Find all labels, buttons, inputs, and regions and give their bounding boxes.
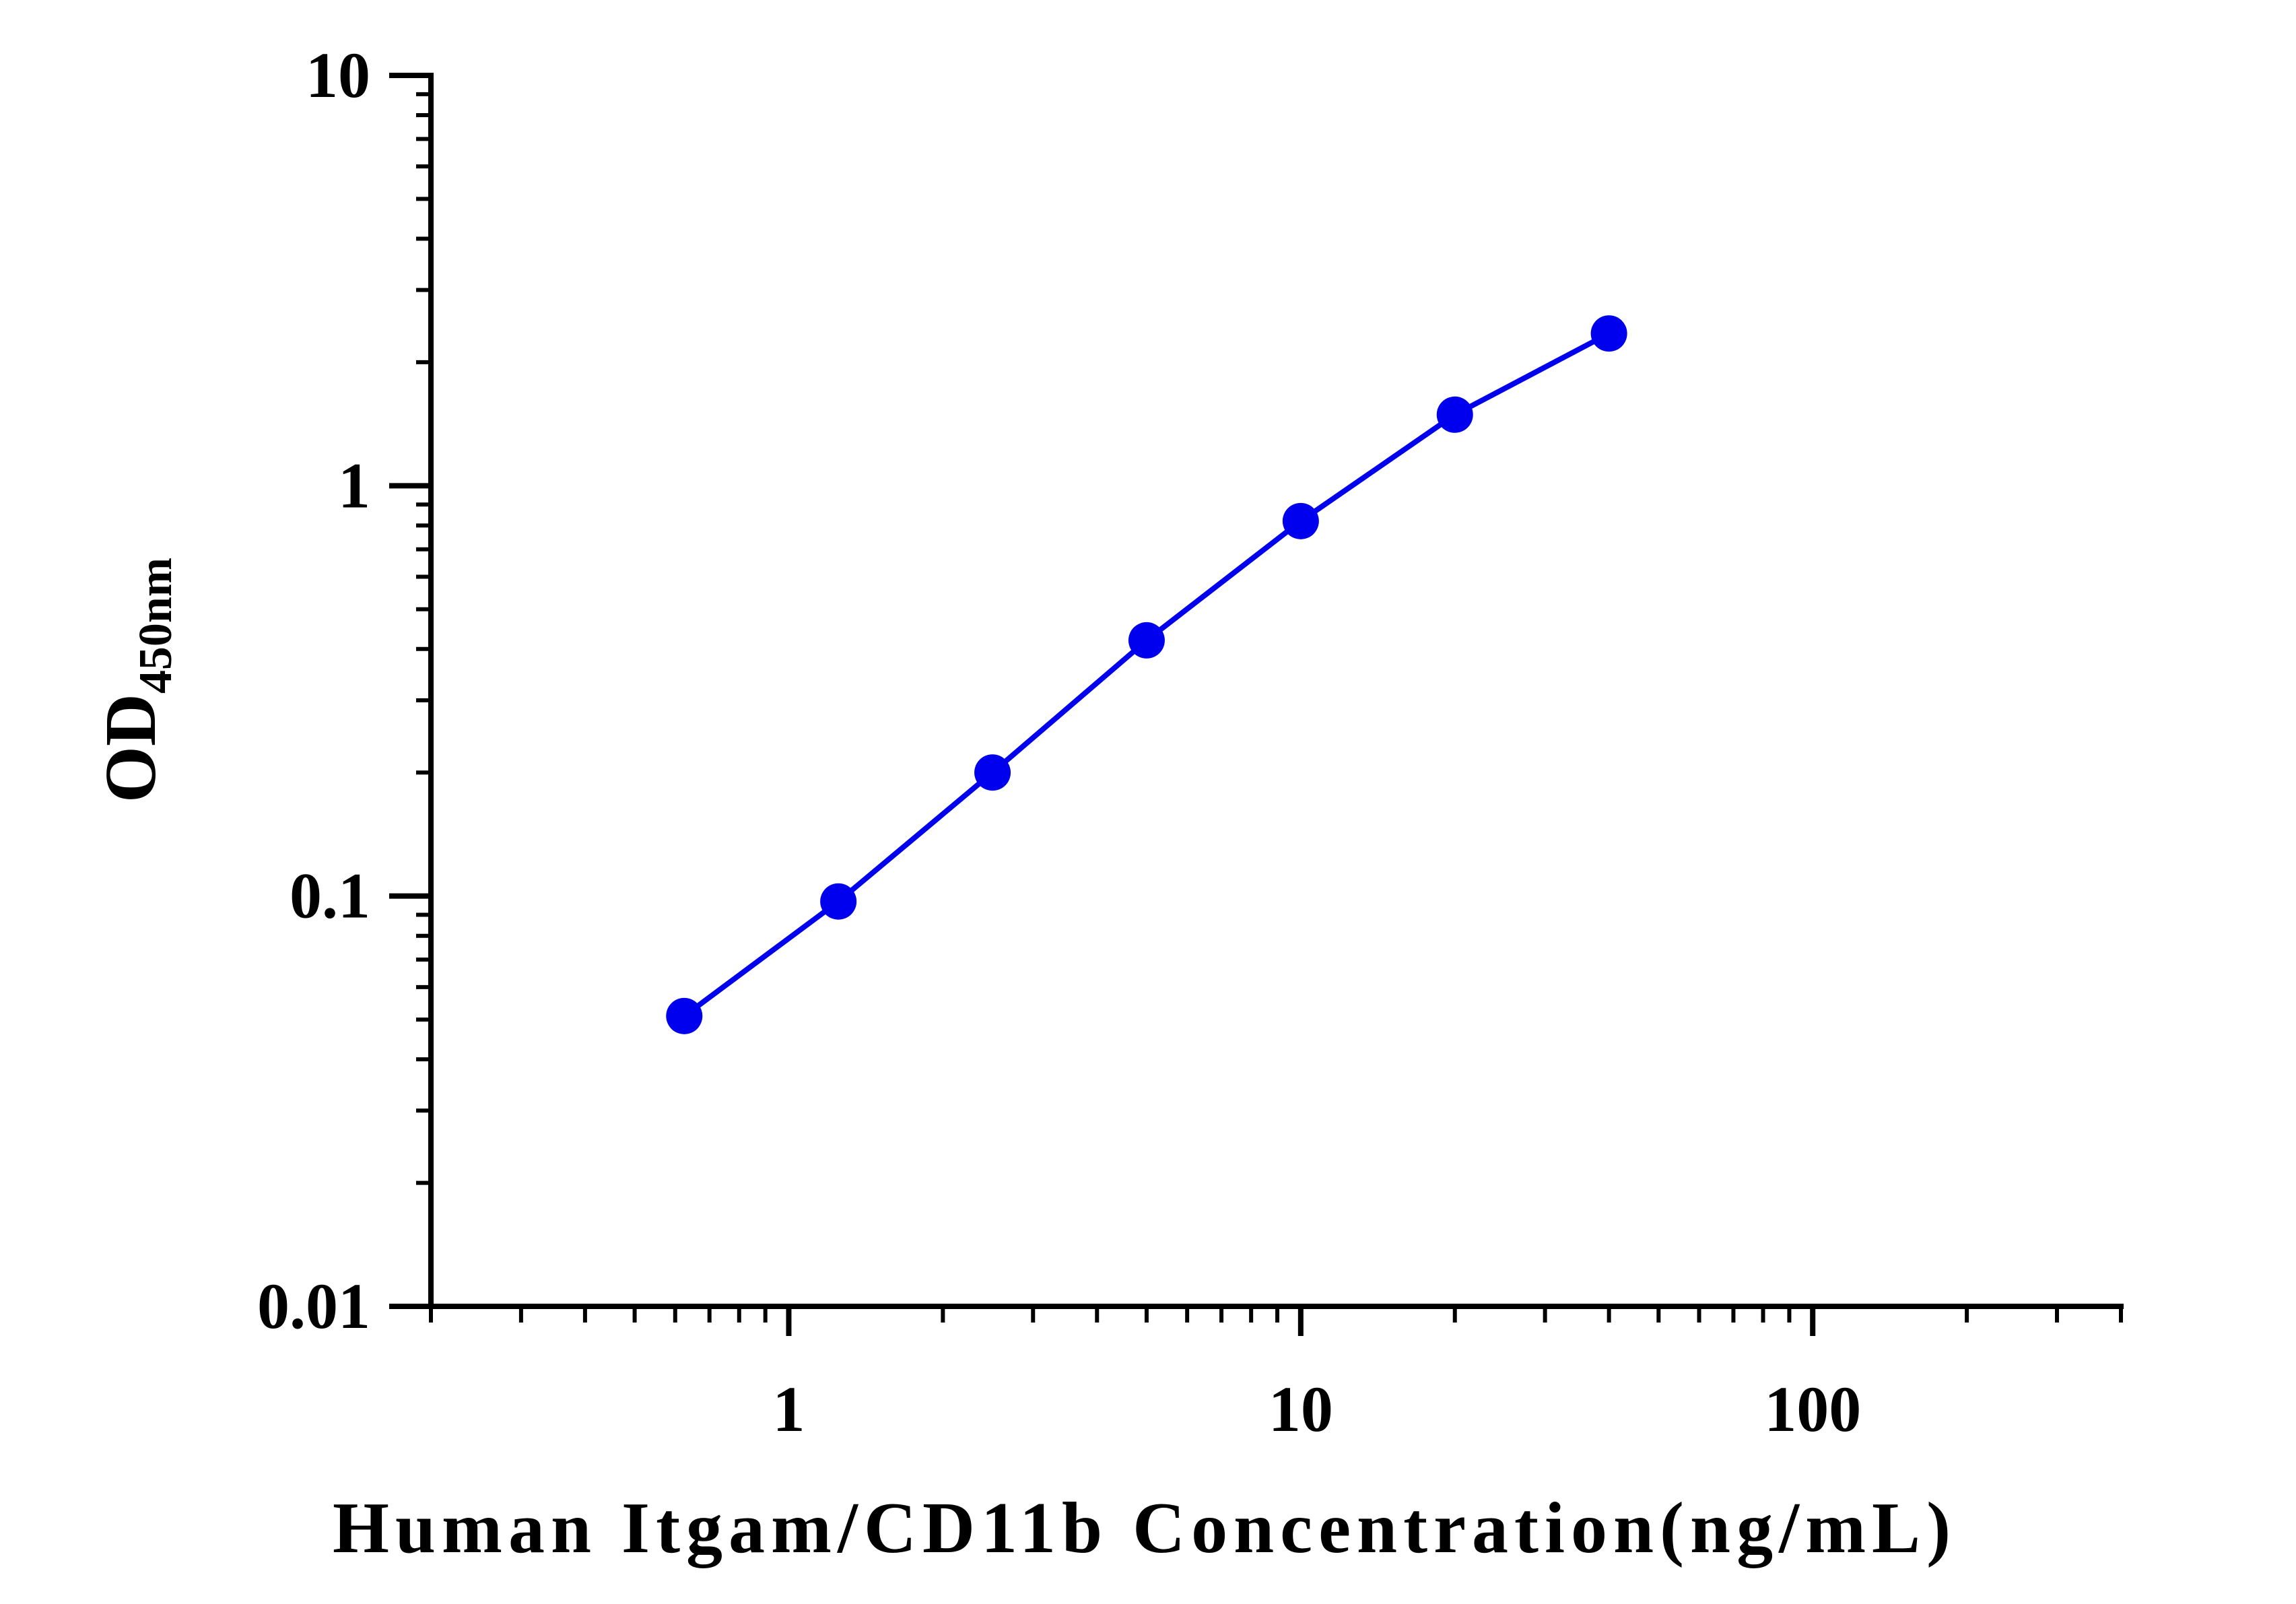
- data-point: [1590, 315, 1627, 352]
- series-line: [682, 331, 1611, 1019]
- ticks: 0.01 0.1 1 10 1 10 100: [257, 39, 2123, 1445]
- y-tick-label: 10: [306, 39, 370, 111]
- y-axis-title-main: OD: [91, 694, 171, 803]
- x-tick-label: 10: [1269, 1373, 1333, 1445]
- data-point: [1128, 622, 1165, 659]
- data-point: [1282, 502, 1319, 539]
- series: [666, 315, 1627, 1034]
- x-axis-title: Human Itgam/CD11b Concentration(ng/mL): [333, 1488, 1957, 1568]
- y-axis-title-subscript: 450nm: [130, 558, 182, 694]
- data-point: [1436, 396, 1473, 433]
- x-tick-label: 100: [1764, 1373, 1861, 1445]
- y-tick-label: 1: [338, 449, 370, 521]
- y-axis-title: OD450nm: [91, 558, 182, 803]
- data-point: [820, 883, 857, 920]
- y-tick-label: 0.1: [290, 860, 370, 932]
- data-point: [666, 997, 703, 1034]
- axes: [428, 73, 2124, 1309]
- x-tick-label: 1: [772, 1373, 805, 1445]
- data-point: [974, 754, 1011, 791]
- y-tick-label: 0.01: [257, 1270, 370, 1342]
